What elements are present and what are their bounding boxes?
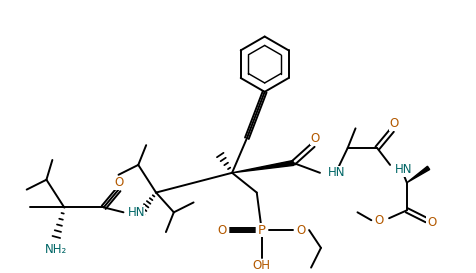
Text: O: O	[374, 214, 383, 227]
Text: OH: OH	[252, 259, 270, 272]
Text: O: O	[217, 224, 227, 237]
Polygon shape	[406, 166, 429, 183]
Text: HN: HN	[327, 166, 345, 179]
Text: O: O	[426, 216, 435, 229]
Polygon shape	[232, 161, 293, 173]
Text: HN: HN	[394, 163, 412, 176]
Text: P: P	[257, 224, 265, 237]
Text: HN: HN	[127, 206, 145, 219]
Text: O: O	[388, 117, 398, 130]
Text: O: O	[114, 176, 123, 189]
Text: O: O	[310, 132, 319, 145]
Text: NH₂: NH₂	[45, 243, 67, 256]
Text: O: O	[296, 224, 305, 237]
